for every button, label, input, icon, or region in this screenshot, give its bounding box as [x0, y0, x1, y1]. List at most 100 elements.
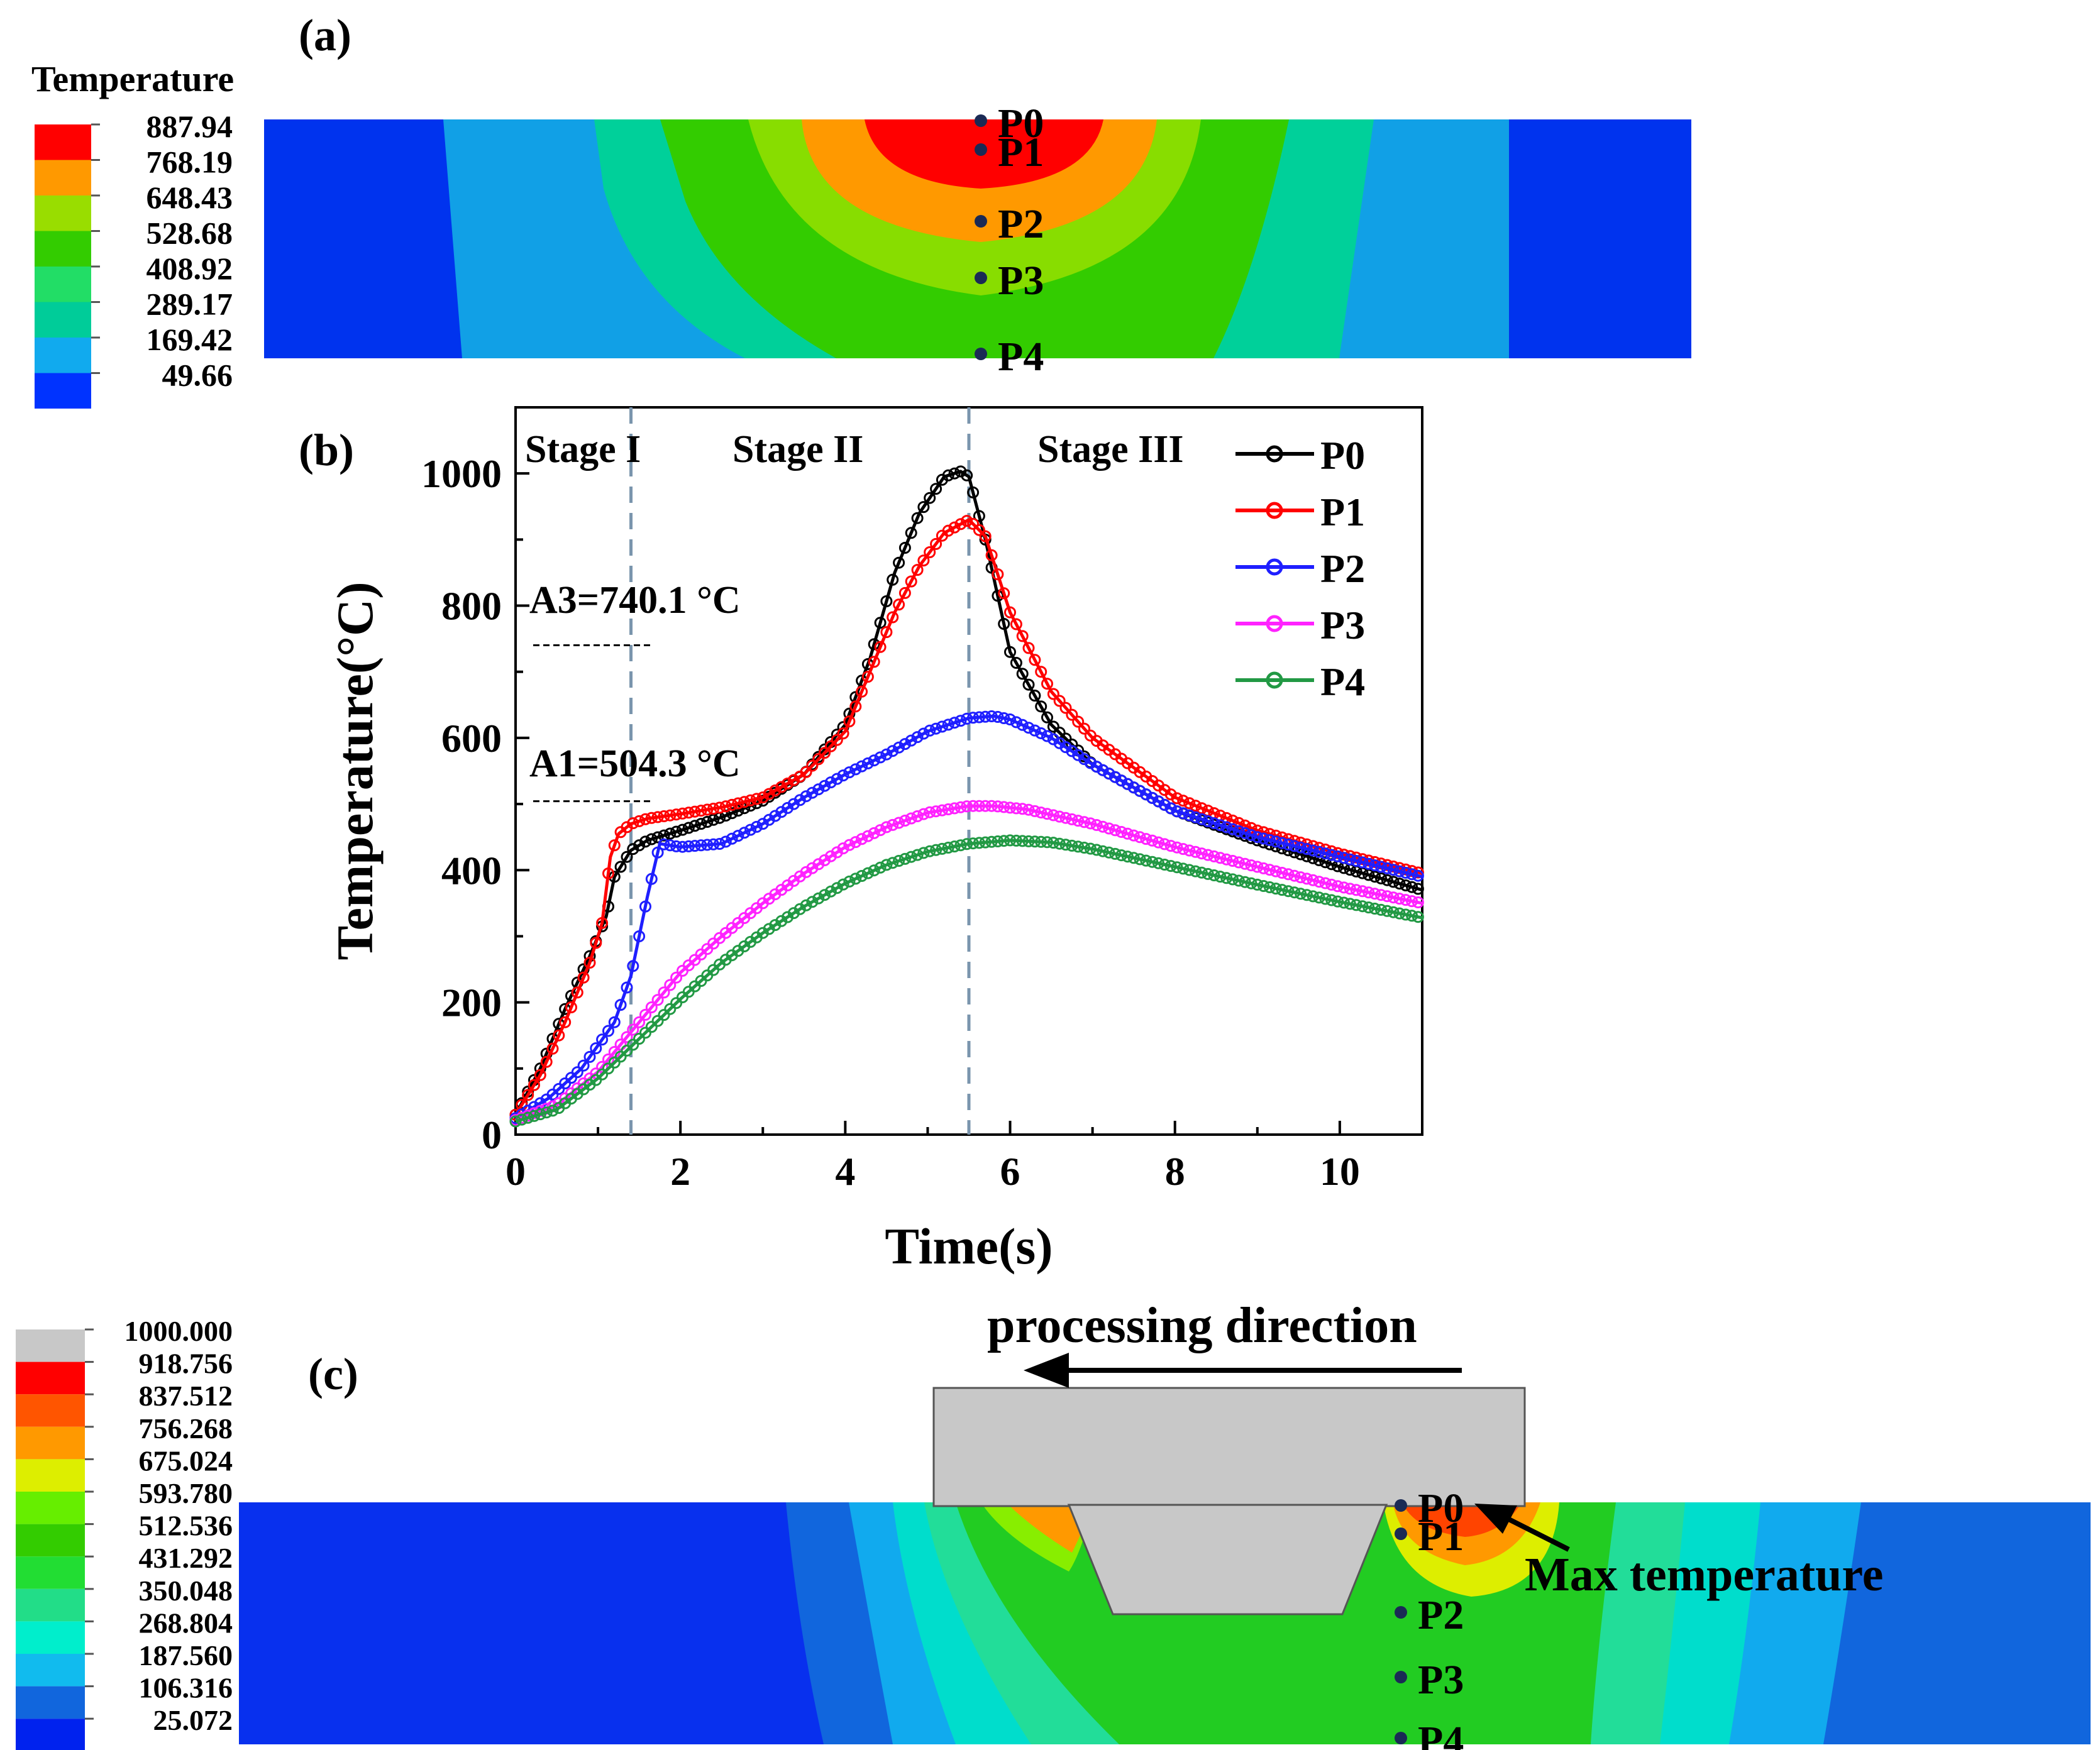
series-marker	[707, 813, 720, 826]
series-line	[514, 517, 1423, 1116]
series-marker	[1127, 852, 1140, 864]
legend-a-swatch	[35, 231, 91, 267]
series-marker	[633, 1016, 646, 1028]
series-marker	[973, 510, 985, 522]
series-marker	[528, 1079, 540, 1091]
series-marker	[651, 831, 664, 844]
series-marker	[905, 575, 917, 588]
series-marker	[1016, 668, 1029, 680]
series-p0	[509, 465, 1424, 1121]
series-marker	[1022, 835, 1035, 847]
series-marker	[961, 838, 973, 850]
series-marker	[1115, 774, 1127, 787]
series-marker	[1245, 829, 1257, 841]
series-marker	[1041, 836, 1053, 849]
series-marker	[992, 568, 1004, 581]
series-marker	[967, 517, 980, 530]
series-marker	[1140, 833, 1152, 845]
series-marker	[1208, 850, 1220, 862]
series-marker	[1047, 809, 1059, 822]
legend-c-value: 25.072	[153, 1704, 233, 1736]
series-marker	[1288, 869, 1301, 882]
series-marker	[639, 1026, 651, 1039]
series-marker	[1269, 835, 1282, 848]
series-marker	[1164, 840, 1177, 852]
series-marker	[701, 803, 714, 816]
series-marker	[1400, 908, 1412, 921]
series-marker	[1029, 654, 1041, 666]
series-marker	[1146, 856, 1159, 868]
point-c-marker	[1395, 1499, 1407, 1512]
series-marker	[614, 1038, 627, 1051]
series-marker	[1406, 895, 1418, 908]
series-marker	[590, 937, 602, 949]
panel-c: (c) 1000.000918.756837.512756.268675.024…	[16, 1298, 2091, 1750]
series-marker	[887, 857, 899, 869]
series-marker	[645, 1001, 658, 1013]
series-marker	[948, 521, 961, 534]
series-marker	[1183, 797, 1196, 810]
series-marker	[707, 838, 720, 850]
series-marker	[1393, 907, 1406, 920]
series-marker	[961, 712, 973, 725]
legend-a-value: 169.42	[146, 322, 233, 357]
series-marker	[677, 840, 688, 853]
series-marker	[651, 811, 664, 823]
series-marker	[596, 1068, 609, 1081]
series-marker	[1412, 869, 1424, 882]
series-marker	[1332, 850, 1344, 862]
series-marker	[985, 835, 998, 848]
series-marker	[868, 638, 880, 651]
series-marker	[670, 971, 683, 984]
series-marker	[887, 818, 899, 831]
series-marker	[924, 845, 936, 857]
series-marker	[930, 805, 942, 818]
series-marker	[670, 808, 683, 821]
series-marker	[1381, 890, 1393, 903]
series-marker	[608, 839, 621, 852]
series-marker	[1257, 832, 1270, 845]
series-marker	[874, 824, 887, 837]
series-marker	[911, 512, 924, 524]
series-marker	[898, 586, 911, 599]
series-marker	[856, 685, 868, 698]
series-marker	[898, 542, 911, 554]
series-marker	[621, 981, 633, 994]
series-marker	[1047, 837, 1059, 849]
series-marker	[1362, 869, 1375, 881]
series-marker	[1387, 876, 1400, 888]
series-marker	[868, 754, 880, 767]
series-marker	[880, 626, 893, 639]
series-marker	[651, 994, 664, 1006]
series-marker	[1406, 910, 1418, 922]
series-marker	[911, 564, 924, 576]
series-marker	[887, 573, 899, 586]
series-marker	[1369, 903, 1381, 915]
series-marker	[608, 1056, 621, 1069]
x-tick-label: 8	[1165, 1149, 1185, 1194]
series-marker	[1177, 795, 1190, 807]
series-marker	[954, 715, 967, 727]
series-marker	[1381, 905, 1393, 917]
series-marker	[1066, 813, 1078, 825]
series-marker	[621, 850, 633, 863]
series-marker	[1251, 861, 1264, 873]
series-marker	[837, 727, 849, 740]
series-marker	[967, 837, 980, 850]
series-marker	[819, 747, 831, 759]
series-marker	[1338, 881, 1350, 894]
series-marker	[936, 842, 948, 855]
series-marker	[1362, 886, 1375, 899]
series-marker	[1029, 805, 1041, 817]
series-marker	[1171, 805, 1183, 818]
series-marker	[1134, 853, 1146, 866]
series-marker	[1325, 849, 1338, 861]
series-p1	[509, 515, 1424, 1121]
series-marker	[917, 727, 930, 740]
x-tick-label: 2	[670, 1149, 690, 1194]
legend-c-swatch	[16, 1426, 85, 1460]
series-marker	[806, 759, 819, 772]
series-marker	[1134, 784, 1146, 797]
